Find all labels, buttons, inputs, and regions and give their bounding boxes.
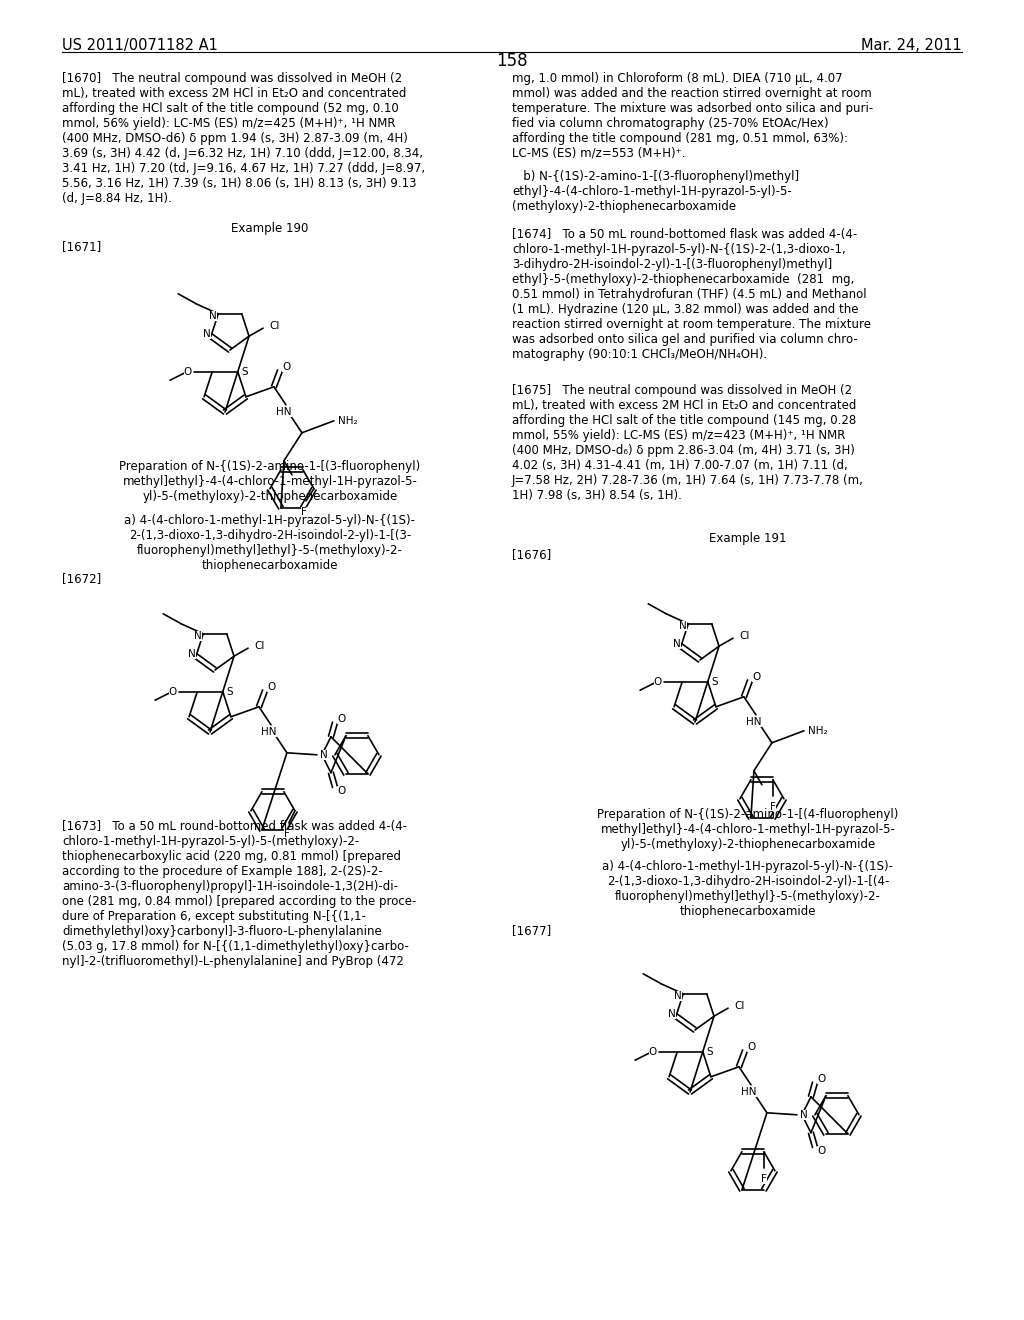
Text: N: N bbox=[668, 1010, 676, 1019]
Text: Example 190: Example 190 bbox=[231, 222, 308, 235]
Text: O: O bbox=[337, 714, 345, 723]
Text: S: S bbox=[711, 677, 718, 688]
Text: a) 4-(4-chloro-1-methyl-1H-pyrazol-5-yl)-N-{(1S)-
2-(1,3-dioxo-1,3-dihydro-2H-is: a) 4-(4-chloro-1-methyl-1H-pyrazol-5-yl)… bbox=[125, 513, 416, 572]
Text: F: F bbox=[770, 801, 776, 812]
Text: HN: HN bbox=[741, 1086, 757, 1097]
Text: [1675]   The neutral compound was dissolved in MeOH (2
mL), treated with excess : [1675] The neutral compound was dissolve… bbox=[512, 384, 864, 502]
Text: N: N bbox=[675, 991, 682, 1001]
Text: N: N bbox=[188, 649, 196, 659]
Text: F: F bbox=[301, 507, 307, 517]
Text: a) 4-(4-chloro-1-methyl-1H-pyrazol-5-yl)-N-{(1S)-
2-(1,3-dioxo-1,3-dihydro-2H-is: a) 4-(4-chloro-1-methyl-1H-pyrazol-5-yl)… bbox=[602, 861, 894, 917]
Text: N: N bbox=[800, 1110, 808, 1119]
Text: Mar. 24, 2011: Mar. 24, 2011 bbox=[861, 38, 962, 53]
Text: F: F bbox=[761, 1173, 767, 1184]
Text: HN: HN bbox=[276, 407, 292, 417]
Text: [1672]: [1672] bbox=[62, 572, 101, 585]
Text: O: O bbox=[337, 785, 345, 796]
Text: Preparation of N-{(1S)-2-amino-1-[(4-fluorophenyl)
methyl]ethyl}-4-(4-chloro-1-m: Preparation of N-{(1S)-2-amino-1-[(4-flu… bbox=[597, 808, 899, 851]
Text: N: N bbox=[203, 329, 211, 339]
Text: O: O bbox=[267, 682, 275, 692]
Text: HN: HN bbox=[746, 717, 762, 727]
Text: [1677]: [1677] bbox=[512, 924, 551, 937]
Text: NH₂: NH₂ bbox=[338, 416, 357, 426]
Text: [1670]   The neutral compound was dissolved in MeOH (2
mL), treated with excess : [1670] The neutral compound was dissolve… bbox=[62, 73, 425, 205]
Text: [1671]: [1671] bbox=[62, 240, 101, 253]
Text: N: N bbox=[209, 310, 217, 321]
Text: O: O bbox=[169, 688, 177, 697]
Text: N: N bbox=[679, 620, 687, 631]
Text: mg, 1.0 mmol) in Chloroform (8 mL). DIEA (710 μL, 4.07
mmol) was added and the r: mg, 1.0 mmol) in Chloroform (8 mL). DIEA… bbox=[512, 73, 873, 160]
Text: Example 191: Example 191 bbox=[710, 532, 786, 545]
Text: S: S bbox=[226, 688, 232, 697]
Text: O: O bbox=[746, 1041, 755, 1052]
Text: O: O bbox=[282, 362, 290, 372]
Text: O: O bbox=[817, 1073, 825, 1084]
Text: b) N-{(1S)-2-amino-1-[(3-fluorophenyl)methyl]
ethyl}-4-(4-chloro-1-methyl-1H-pyr: b) N-{(1S)-2-amino-1-[(3-fluorophenyl)me… bbox=[512, 170, 799, 213]
Text: 158: 158 bbox=[497, 51, 527, 70]
Text: Cl: Cl bbox=[269, 321, 280, 331]
Text: Cl: Cl bbox=[734, 1001, 744, 1011]
Text: NH₂: NH₂ bbox=[808, 726, 827, 735]
Text: N: N bbox=[319, 750, 328, 760]
Text: Cl: Cl bbox=[254, 642, 264, 651]
Text: O: O bbox=[184, 367, 193, 378]
Text: O: O bbox=[649, 1047, 657, 1057]
Text: O: O bbox=[817, 1146, 825, 1156]
Text: S: S bbox=[706, 1047, 713, 1057]
Text: [1674]   To a 50 mL round-bottomed flask was added 4-(4-
chloro-1-methyl-1H-pyra: [1674] To a 50 mL round-bottomed flask w… bbox=[512, 228, 871, 360]
Text: N: N bbox=[673, 639, 681, 649]
Text: F: F bbox=[284, 829, 290, 838]
Text: O: O bbox=[653, 677, 663, 688]
Text: S: S bbox=[241, 367, 248, 378]
Text: [1676]: [1676] bbox=[512, 548, 551, 561]
Text: HN: HN bbox=[261, 727, 276, 737]
Text: O: O bbox=[752, 672, 760, 682]
Text: Cl: Cl bbox=[739, 631, 750, 642]
Text: N: N bbox=[195, 631, 202, 640]
Text: US 2011/0071182 A1: US 2011/0071182 A1 bbox=[62, 38, 218, 53]
Text: Preparation of N-{(1S)-2-amino-1-[(3-fluorophenyl)
methyl]ethyl}-4-(4-chloro-1-m: Preparation of N-{(1S)-2-amino-1-[(3-flu… bbox=[120, 459, 421, 503]
Text: [1673]   To a 50 mL round-bottomed flask was added 4-(4-
chloro-1-methyl-1H-pyra: [1673] To a 50 mL round-bottomed flask w… bbox=[62, 820, 417, 968]
